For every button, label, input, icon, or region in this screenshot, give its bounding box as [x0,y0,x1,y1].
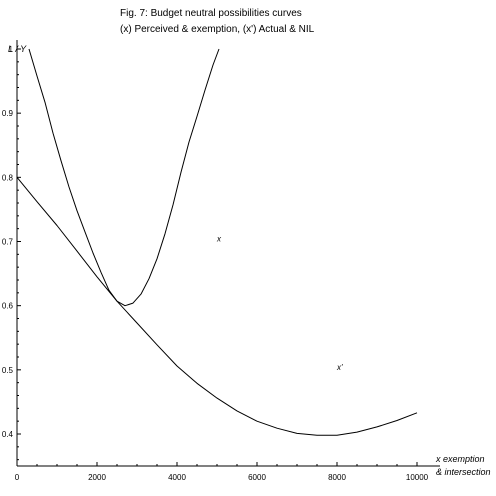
chart-title: Fig. 7: Budget neutral possibilities cur… [120,8,302,19]
y-tick-label: 0.4 [2,430,14,439]
series-line-x-prime [16,176,418,436]
x-tick-label: 0 [15,473,20,482]
x-tick-label: 4000 [168,473,186,482]
x-tick-label: 8000 [328,473,346,482]
y-tick-label: 1 [9,45,14,54]
x-tick-label: 10000 [406,473,429,482]
y-tick-label: 0.7 [2,238,14,247]
chart-subtitle: (x) Perceived & exemption, (x') Actual &… [120,24,315,35]
annotation-x-prime: x' [336,363,343,372]
x-axis-label-line1: x exemption [435,454,485,464]
y-tick-label: 0.5 [2,366,14,375]
x-axis-label-line2: & intersection [436,467,491,477]
plot-area: 0 2000 4000 6000 8000 10000 0.4 0.5 0.6 0.7 0.8 0.9… [2,40,440,482]
x-tick-label: 6000 [248,473,266,482]
annotation-x: x [216,235,222,244]
x-tick-label: 2000 [88,473,106,482]
series-line-x [28,48,220,307]
y-tick-label: 0.6 [2,302,14,311]
y-tick-label: 0.8 [2,173,14,182]
y-tick-label: 0.9 [2,109,14,118]
